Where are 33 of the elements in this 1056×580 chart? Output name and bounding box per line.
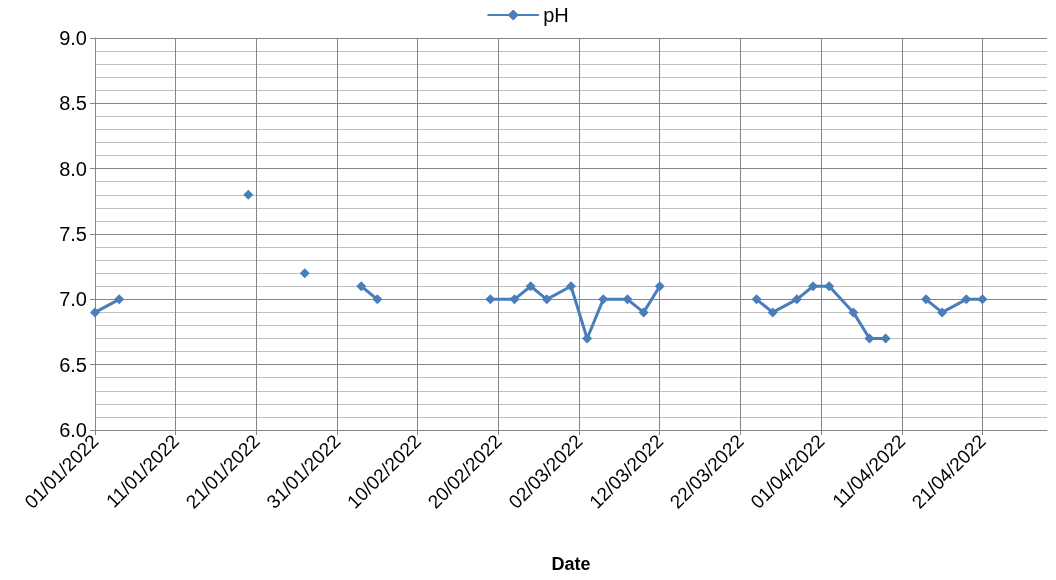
- point: [90, 307, 100, 318]
- point: [582, 333, 593, 344]
- point: [751, 294, 762, 305]
- point: [622, 294, 633, 305]
- point: [114, 294, 125, 305]
- point: [977, 294, 988, 305]
- point: [541, 294, 552, 305]
- point: [937, 307, 948, 318]
- y-tick-label: 8.5: [59, 92, 87, 115]
- legend-label: pH: [543, 4, 569, 26]
- point: [485, 294, 496, 305]
- y-tick-label: 8.0: [59, 157, 87, 180]
- y-tick-label: 7.5: [59, 223, 87, 245]
- x-axis-title: Date: [551, 554, 591, 574]
- y-tick-label: 9.0: [59, 27, 87, 49]
- point: [525, 281, 536, 292]
- point: [356, 281, 367, 292]
- point: [243, 189, 254, 200]
- point: [654, 281, 665, 292]
- point: [598, 294, 609, 305]
- point: [372, 294, 383, 305]
- point: [566, 281, 576, 292]
- point: [920, 294, 931, 305]
- point: [848, 307, 859, 318]
- point: [299, 268, 310, 279]
- point: [638, 307, 649, 318]
- point: [791, 294, 802, 305]
- y-tick-label: 7.0: [59, 288, 87, 311]
- y-tick-label: 6.5: [59, 353, 87, 376]
- point: [961, 294, 972, 305]
- point: [767, 307, 778, 318]
- point: [509, 294, 520, 305]
- point: [824, 281, 835, 292]
